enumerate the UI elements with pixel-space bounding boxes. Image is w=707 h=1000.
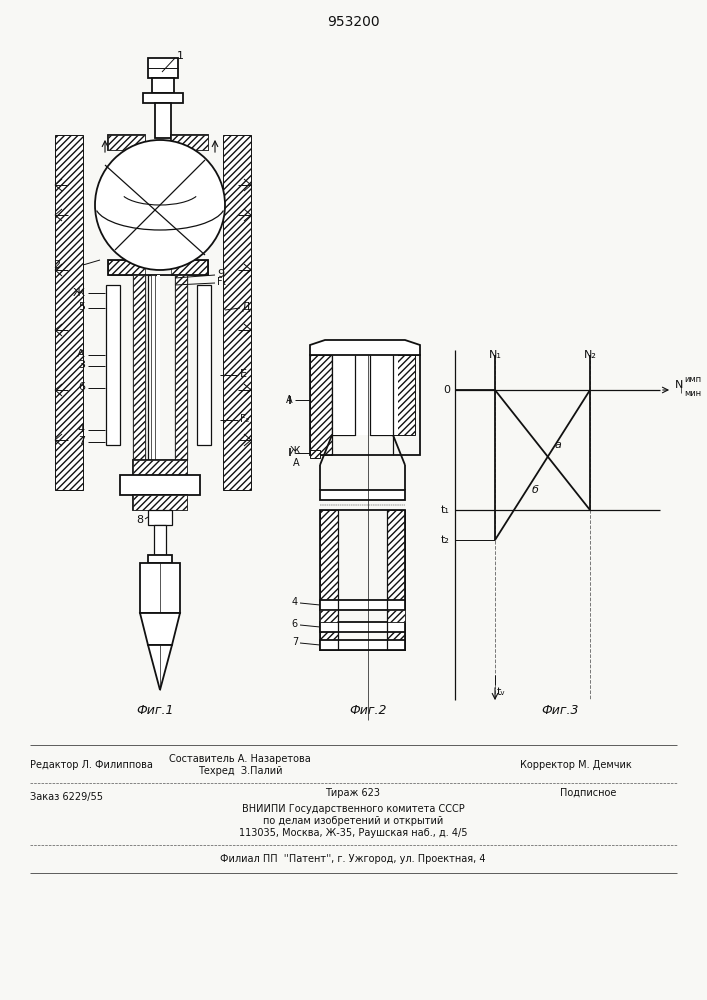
Bar: [108, 260, 145, 275]
Text: N₁: N₁: [489, 350, 501, 360]
Bar: [133, 275, 145, 460]
Text: t₂: t₂: [441, 535, 450, 545]
Bar: [171, 135, 208, 150]
Bar: [171, 135, 208, 150]
Bar: [223, 135, 251, 490]
Bar: [151, 275, 155, 460]
Text: N₂: N₂: [583, 350, 597, 360]
Text: 7: 7: [292, 637, 298, 647]
Text: 4: 4: [78, 424, 85, 434]
Bar: [148, 58, 178, 78]
Bar: [154, 525, 166, 555]
Text: Редактор Л. Филиппова: Редактор Л. Филиппова: [30, 760, 153, 770]
Text: 6: 6: [292, 619, 298, 629]
Bar: [140, 563, 180, 613]
Text: а: а: [554, 440, 561, 450]
Bar: [387, 610, 405, 622]
Bar: [320, 610, 338, 622]
Bar: [320, 510, 338, 650]
Text: F₂: F₂: [240, 414, 250, 424]
Text: 0: 0: [443, 385, 450, 395]
Bar: [320, 622, 405, 632]
Text: 8: 8: [136, 515, 143, 525]
Bar: [155, 103, 171, 138]
Text: ВНИИПИ Государственного комитета СССР: ВНИИПИ Государственного комитета СССР: [242, 804, 464, 814]
Text: Подписное: Подписное: [560, 788, 617, 798]
Bar: [133, 275, 145, 460]
Circle shape: [95, 140, 225, 270]
Bar: [120, 475, 200, 495]
Bar: [148, 555, 172, 563]
Text: б: б: [532, 485, 539, 495]
Text: tᵥ: tᵥ: [497, 687, 506, 697]
Bar: [133, 495, 187, 510]
Bar: [133, 495, 187, 510]
Text: Ж: Ж: [289, 446, 300, 456]
Bar: [157, 275, 160, 460]
Text: имп: имп: [684, 375, 701, 384]
Text: Ж: Ж: [73, 288, 85, 298]
Text: А: А: [293, 458, 300, 468]
Text: E: E: [240, 369, 247, 379]
Bar: [310, 450, 320, 458]
Text: 953200: 953200: [327, 15, 380, 29]
Bar: [133, 460, 187, 475]
Text: по делам изобретений и открытий: по делам изобретений и открытий: [263, 816, 443, 826]
Text: Техред  З.Палий: Техред З.Палий: [198, 766, 282, 776]
Text: 2: 2: [53, 260, 60, 270]
Polygon shape: [310, 340, 420, 355]
Text: F₁: F₁: [217, 277, 226, 287]
Text: Фиг.2: Фиг.2: [349, 704, 387, 716]
Text: 4: 4: [292, 597, 298, 607]
Text: 9: 9: [217, 269, 224, 279]
Bar: [332, 355, 355, 435]
Text: 3: 3: [78, 360, 85, 370]
Text: Филиал ПП  ''Патент'', г. Ужгород, ул. Проектная, 4: Филиал ПП ''Патент'', г. Ужгород, ул. Пр…: [221, 854, 486, 864]
Text: Составитель А. Назаретова: Составитель А. Назаретова: [169, 754, 311, 764]
Bar: [320, 510, 405, 650]
Bar: [197, 285, 211, 445]
Bar: [148, 510, 172, 525]
Text: Заказ 6229/55: Заказ 6229/55: [30, 792, 103, 802]
Text: Корректор М. Демчик: Корректор М. Демчик: [520, 760, 632, 770]
Text: 6: 6: [78, 382, 85, 392]
Bar: [175, 275, 187, 460]
Text: мин: мин: [684, 389, 701, 398]
Bar: [108, 135, 145, 150]
Text: Фиг.3: Фиг.3: [542, 704, 579, 716]
Bar: [152, 78, 174, 93]
Text: 1: 1: [177, 51, 184, 61]
Bar: [310, 355, 420, 455]
Bar: [108, 135, 145, 150]
Bar: [332, 355, 398, 435]
Bar: [387, 510, 405, 650]
Bar: [106, 285, 120, 445]
Bar: [108, 260, 208, 275]
Bar: [133, 460, 187, 475]
Text: t₁: t₁: [441, 505, 450, 515]
Polygon shape: [140, 613, 180, 645]
Bar: [320, 640, 405, 650]
Bar: [393, 355, 415, 435]
Text: А: А: [286, 395, 293, 405]
Text: Д: Д: [242, 302, 250, 312]
Text: 7: 7: [78, 436, 85, 446]
Bar: [310, 355, 332, 455]
Text: N: N: [675, 380, 684, 390]
Bar: [55, 135, 83, 490]
Text: Фиг.1: Фиг.1: [136, 704, 174, 716]
Text: 5: 5: [78, 302, 85, 312]
Polygon shape: [148, 645, 172, 690]
Text: Тираж 623: Тираж 623: [325, 788, 380, 798]
Text: 113035, Москва, Ж-35, Раушская наб., д. 4/5: 113035, Москва, Ж-35, Раушская наб., д. …: [239, 828, 467, 838]
Text: А: А: [77, 349, 85, 359]
Bar: [148, 275, 158, 460]
Bar: [370, 355, 393, 435]
Bar: [320, 490, 405, 500]
Bar: [143, 93, 183, 103]
Bar: [320, 600, 405, 610]
Bar: [171, 260, 208, 275]
Bar: [175, 275, 187, 460]
